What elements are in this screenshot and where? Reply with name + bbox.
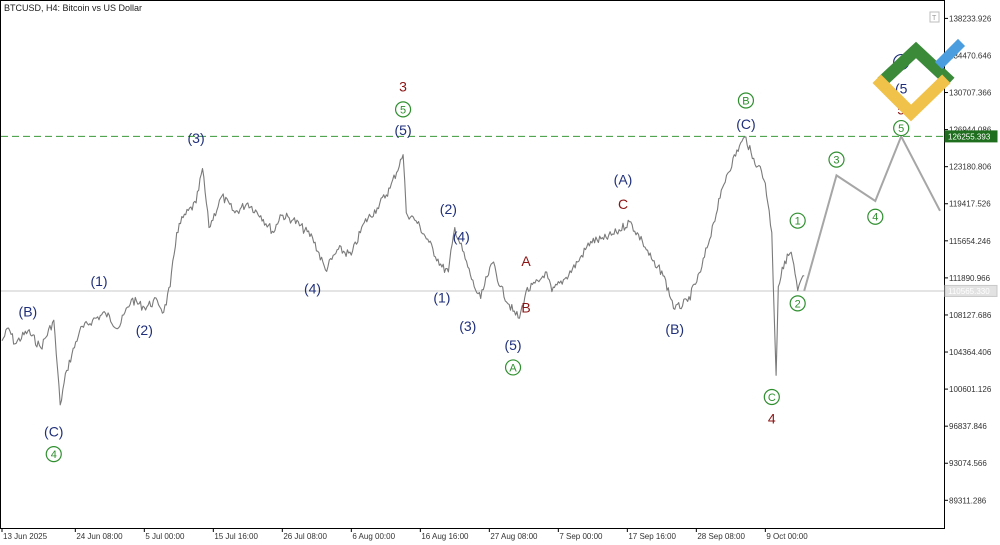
wave-label-circled: 2: [789, 295, 806, 312]
reference-lines: [1, 135, 944, 292]
wave-label-circled: 1: [789, 212, 806, 229]
y-tick-label: 96837.846: [949, 422, 987, 431]
wave-label: (4): [453, 228, 470, 244]
wave-label-text: 4: [872, 212, 878, 224]
wave-label: (5): [504, 337, 521, 353]
wave-label: (C): [44, 423, 63, 439]
wave-label: (C): [736, 116, 755, 132]
badge-label: 110565.330: [948, 287, 990, 296]
forecast-path-line: [803, 134, 941, 292]
wave-label: C: [618, 196, 628, 212]
x-tick-label: 6 Aug 00:00: [352, 532, 395, 541]
wave-label: 4: [768, 411, 776, 427]
y-tick-label: 119417.526: [949, 200, 991, 209]
wave-label-text: 3: [833, 155, 839, 167]
logo-blue-stroke: [934, 38, 966, 70]
wave-label-circled: C: [763, 388, 780, 406]
scroll-indicator[interactable]: T: [929, 11, 940, 23]
current-price-badge: 110565.330: [944, 284, 998, 297]
wave-label-text: 5: [898, 123, 904, 135]
wave-label: (A): [614, 171, 633, 187]
x-tick-label: 27 Aug 08:00: [490, 532, 538, 541]
wave-label-circled: 3: [828, 151, 845, 168]
wave-label-circled: 5: [394, 101, 412, 118]
wave-label-text: C: [768, 392, 776, 404]
y-tick-label: 93074.566: [949, 459, 987, 468]
x-tick-label: 24 Jun 08:00: [76, 532, 123, 541]
x-tick-label: 9 Oct 00:00: [766, 532, 808, 541]
x-tick-label: 5 Jul 00:00: [145, 532, 185, 541]
wave-label-text: 2: [795, 298, 801, 310]
svg-text:T: T: [932, 15, 937, 22]
y-tick-label: 134470.646: [949, 51, 992, 60]
logo-green-chevron: [877, 41, 955, 87]
wave-label: (3): [188, 130, 205, 146]
wave-label: (2): [440, 201, 457, 217]
x-tick-label: 17 Sep 16:00: [628, 532, 676, 541]
wave-label: B: [521, 299, 530, 315]
wave-label-text: 4: [51, 449, 57, 461]
x-tick-label: 28 Sep 08:00: [697, 532, 745, 541]
y-tick-label: 100601.126: [949, 385, 992, 394]
wave-label-circled: 4: [867, 208, 884, 225]
badge-label: 126255.393: [948, 132, 991, 141]
chart-title: BTCUSD, H4: Bitcoin vs US Dollar: [4, 3, 142, 13]
wave-label-text: 5: [400, 104, 406, 116]
wave-label-circled: 5: [893, 119, 910, 137]
y-tick-label: 130707.366: [949, 89, 992, 98]
wave-label: (B): [19, 303, 38, 319]
x-tick-label: 16 Aug 16:00: [421, 532, 469, 541]
wave-label-text: A: [509, 362, 517, 374]
y-tick-label: 104364.406: [949, 348, 992, 357]
x-tick-label: 7 Sep 00:00: [559, 532, 603, 541]
wave-label-text: 1: [795, 216, 801, 228]
x-tick-label: 13 Jun 2025: [3, 532, 48, 541]
wave-label: (1): [90, 273, 107, 289]
wave-label: (5): [395, 122, 412, 138]
wave-label-text: B: [742, 95, 749, 107]
x-tick-label: 15 Jul 16:00: [214, 532, 258, 541]
brand-logo: [872, 38, 966, 122]
y-tick-label: 123180.806: [949, 163, 992, 172]
y-tick-label: 89311.286: [949, 496, 987, 505]
x-tick-label: 26 Jul 08:00: [283, 532, 327, 541]
y-tick-label: 111890.966: [949, 274, 991, 283]
wave-label: (3): [459, 318, 476, 334]
y-tick-label: 108127.686: [949, 311, 992, 320]
series: [1, 134, 941, 406]
logo-yellow-chevron: [872, 74, 951, 122]
x-axis: 13 Jun 2025 24 Jun 08:00 5 Jul 00:00 15 Jul…: [1, 528, 808, 541]
wave-label: (1): [433, 289, 450, 305]
price-series-line: [1, 136, 805, 406]
wave-label: (4): [304, 281, 321, 297]
y-tick-label: 126944.086: [949, 126, 992, 135]
wave-label: A: [521, 253, 531, 269]
wave-label-circled: B: [737, 92, 755, 109]
wave-label-circled: A: [504, 359, 522, 376]
price-badges: 126255.393 110565.330: [944, 130, 998, 297]
y-axis: 138233.926 134470.646 130707.366 126944.086…: [944, 14, 992, 505]
y-tick-label: 115654.246: [949, 237, 991, 246]
wave-label: (B): [665, 321, 684, 337]
resistance-price-badge: 126255.393: [944, 130, 998, 143]
wave-label: (2): [136, 322, 153, 338]
plot-frame: [0, 0, 945, 529]
wave-label: 3: [399, 79, 407, 95]
wave-label-circled: 4: [45, 446, 62, 463]
y-tick-label: 138233.926: [949, 14, 992, 23]
